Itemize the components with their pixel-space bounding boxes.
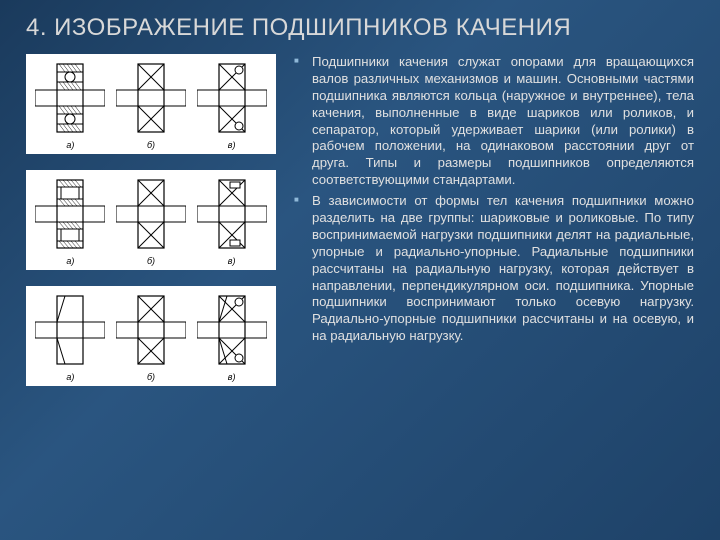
- fig-label-3c: в): [228, 372, 236, 382]
- figure-row-3: а) б): [26, 286, 276, 386]
- fig-label-3a: а): [66, 372, 74, 382]
- fig-label-2a: а): [66, 256, 74, 266]
- bearing-drawing-2b: [116, 174, 186, 254]
- fig-label-2b: б): [147, 256, 155, 266]
- fig-label-2c: в): [228, 256, 236, 266]
- bearing-drawing-3b: [116, 290, 186, 370]
- bearing-drawing-1c: [197, 58, 267, 138]
- fig-label-3b: б): [147, 372, 155, 382]
- bearing-drawing-2a: [35, 174, 105, 254]
- bearing-drawing-1b: [116, 58, 186, 138]
- bearing-drawing-3a: [35, 290, 105, 370]
- figures-column: а) б): [26, 54, 276, 526]
- bearing-drawing-3c: [197, 290, 267, 370]
- paragraph-1: Подшипники качения служат опорами для вр…: [294, 54, 694, 189]
- content-area: а) б): [26, 54, 694, 526]
- figure-row-2: а) б): [26, 170, 276, 270]
- fig-label-1b: б): [147, 140, 155, 150]
- fig-label-1a: а): [66, 140, 74, 150]
- paragraph-2: В зависимости от формы тел качения подши…: [294, 193, 694, 345]
- bearing-drawing-1a: [35, 58, 105, 138]
- fig-label-1c: в): [228, 140, 236, 150]
- bearing-drawing-2c: [197, 174, 267, 254]
- slide-title: 4. ИЗОБРАЖЕНИЕ ПОДШИПНИКОВ КАЧЕНИЯ: [26, 14, 694, 42]
- text-column: Подшипники качения служат опорами для вр…: [294, 54, 694, 526]
- figure-row-1: а) б): [26, 54, 276, 154]
